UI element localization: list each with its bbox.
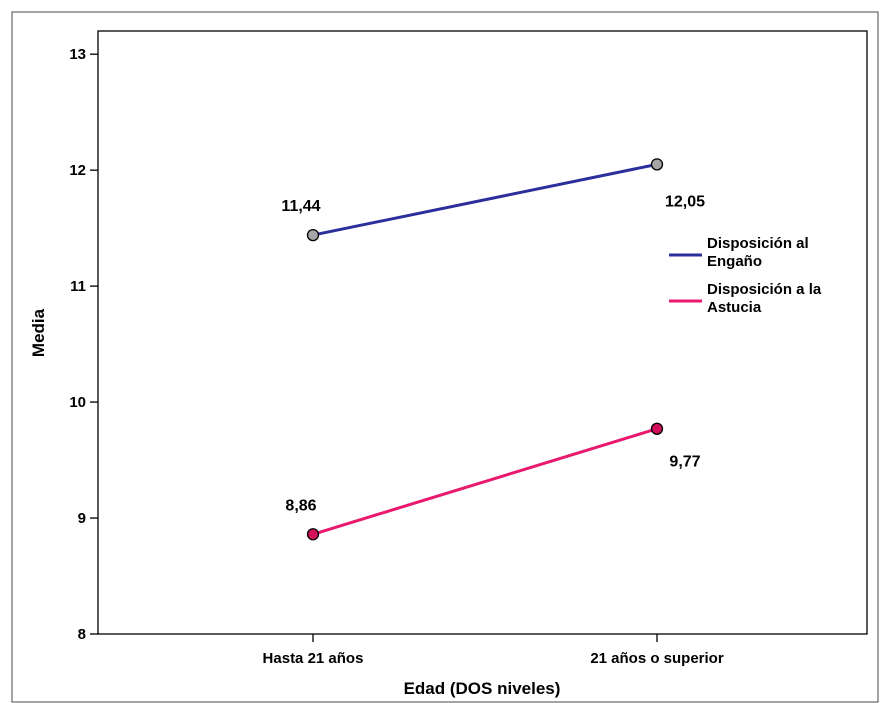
y-tick-label: 11 bbox=[70, 278, 86, 295]
y-tick-label: 13 bbox=[69, 46, 86, 63]
y-tick-label: 8 bbox=[78, 626, 86, 643]
legend-label: Engaño bbox=[707, 253, 762, 270]
legend-label: Disposición al bbox=[707, 235, 809, 252]
series-layer: 11,44 12,05 8,86 9,77 bbox=[281, 158, 705, 541]
x-tick-label: Hasta 21 años bbox=[263, 650, 364, 667]
data-label: 8,86 bbox=[285, 497, 316, 514]
data-point bbox=[306, 228, 320, 242]
y-tick-label: 9 bbox=[78, 510, 86, 527]
data-point bbox=[650, 422, 664, 435]
series-line bbox=[312, 427, 658, 536]
x-axis: Hasta 21 años 21 años o superior bbox=[263, 634, 724, 667]
data-label: 9,77 bbox=[669, 454, 700, 471]
x-tick-label: 21 años o superior bbox=[590, 650, 724, 667]
y-axis: 8 9 10 11 12 13 bbox=[69, 46, 98, 643]
x-axis-title: Edad (DOS niveles) bbox=[404, 679, 561, 698]
series-line bbox=[312, 162, 658, 237]
y-tick-label: 12 bbox=[69, 162, 86, 179]
data-label: 12,05 bbox=[665, 193, 705, 210]
legend-label: Astucia bbox=[707, 299, 762, 316]
y-tick-label: 10 bbox=[69, 394, 86, 411]
legend-label: Disposición a la bbox=[707, 281, 822, 298]
data-point bbox=[306, 528, 320, 541]
y-axis-title: Media bbox=[29, 308, 48, 357]
data-label: 11,44 bbox=[281, 198, 320, 215]
plot-area bbox=[97, 30, 868, 635]
data-point bbox=[650, 158, 664, 171]
